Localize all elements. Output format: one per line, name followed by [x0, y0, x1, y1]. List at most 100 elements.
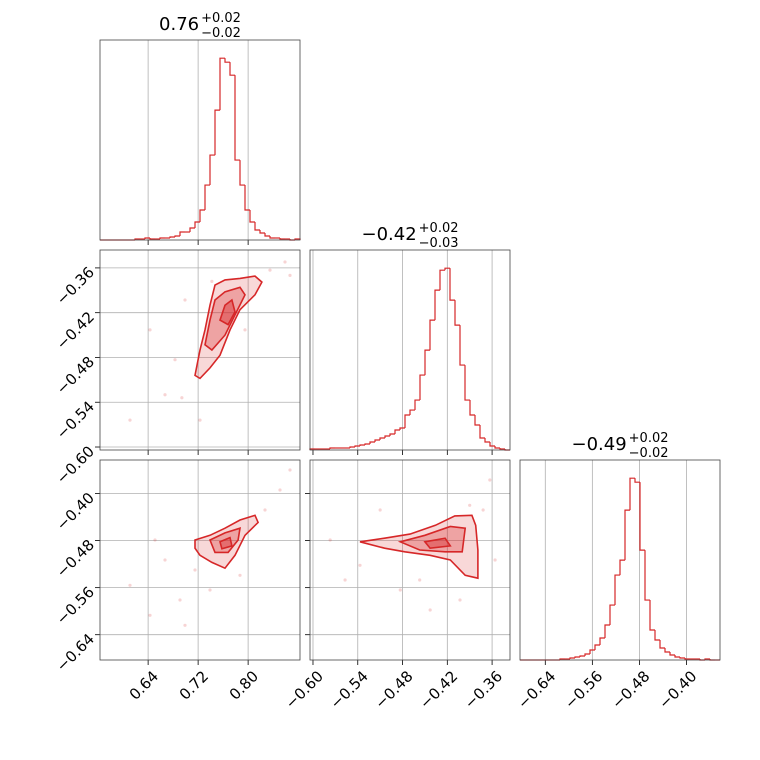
hist-step [429, 319, 435, 351]
hist-step [169, 236, 175, 239]
hist-step [594, 644, 600, 651]
sample-point [128, 583, 132, 587]
hist-step [659, 640, 665, 649]
sample-point [288, 468, 292, 472]
hist-step [419, 374, 425, 401]
panel-frame [99, 459, 301, 661]
hist-step [494, 446, 500, 449]
sample-point [428, 608, 432, 612]
hist-step [229, 62, 235, 76]
panel-frame [99, 39, 301, 241]
sample-point [163, 393, 167, 397]
sample-point [153, 538, 157, 542]
hist-step [599, 637, 605, 646]
hist-step [639, 482, 645, 551]
sample-point [398, 588, 402, 592]
sample-point [180, 396, 184, 400]
sample-point [148, 328, 152, 332]
sample-point [481, 508, 485, 512]
hist-step [449, 268, 455, 301]
hist-step [424, 349, 430, 376]
sample-point [183, 298, 187, 302]
hist-step [439, 269, 445, 291]
panel-frame [519, 459, 721, 661]
sample-point [263, 508, 267, 512]
hist-step [609, 604, 615, 626]
hist-step [664, 648, 670, 653]
x-tick-label: −0.36 [461, 667, 506, 712]
title-minus: −0.02 [629, 446, 669, 461]
hist-step [359, 444, 365, 447]
x-tick-label: −0.40 [655, 667, 700, 712]
panel: −0.42 +0.02−0.03 [309, 221, 511, 455]
hist-step [234, 75, 240, 161]
sample-point [208, 588, 212, 592]
sample-point [238, 573, 242, 577]
x-tick-label: −0.48 [608, 667, 653, 712]
hist-step [574, 656, 580, 659]
hist-step [269, 236, 275, 239]
y-tick-label: −0.42 [53, 308, 98, 353]
hist-step [469, 400, 475, 416]
contour [204, 286, 246, 352]
y-tick-label: −0.54 [53, 398, 98, 443]
hist-step [209, 154, 215, 186]
hist-step [589, 649, 595, 655]
sample-point [458, 598, 462, 602]
y-tick-label: −0.48 [53, 353, 98, 398]
hist-step [174, 235, 180, 238]
hist-step [239, 160, 245, 186]
y-tick-label: −0.48 [53, 536, 98, 581]
hist-step [674, 655, 680, 658]
hist-step [409, 409, 415, 416]
hist-step [669, 652, 675, 656]
sample-point [283, 260, 287, 264]
hist-step [179, 231, 185, 237]
y-tick-label: −0.60 [53, 442, 98, 487]
hist-step [629, 477, 635, 511]
hist-step [399, 427, 405, 431]
y-tick-label: −0.40 [53, 489, 98, 534]
hist-step [254, 222, 260, 231]
hist-step [579, 655, 585, 658]
x-tick-label: −0.64 [514, 667, 559, 712]
hist-step [404, 414, 410, 429]
panel: −0.60−0.54−0.48−0.42−0.36 [282, 459, 511, 713]
panel: 0.64 0.72 0.80 −0.64−0.56−0.48−0.40 [53, 459, 301, 704]
hist-step [264, 233, 270, 237]
x-tick-label: −0.42 [416, 667, 461, 712]
sample-point [268, 268, 272, 272]
hist-step [259, 230, 265, 234]
hist-step [204, 184, 210, 211]
hist-step [479, 425, 485, 439]
sample-point [128, 418, 132, 422]
title-plus: +0.02 [629, 431, 669, 446]
hist-step [459, 325, 465, 366]
sample-point [163, 558, 167, 562]
x-tick-label: 0.80 [226, 667, 262, 703]
hist-step [489, 442, 495, 447]
hist-step [584, 653, 590, 657]
sample-point [148, 613, 152, 617]
sample-point [493, 558, 497, 562]
sample-point [288, 273, 292, 277]
contour [219, 536, 233, 550]
hist-step [614, 574, 620, 606]
sample-point [183, 623, 187, 627]
hist-step [149, 238, 155, 240]
hist-step [159, 237, 165, 240]
title-minus: −0.02 [201, 26, 241, 41]
hist-step [144, 237, 150, 240]
title-median: −0.42 [361, 224, 416, 245]
y-tick-label: −0.56 [53, 583, 98, 628]
sample-point [328, 538, 332, 542]
x-tick-label: −0.60 [282, 667, 327, 712]
x-tick-label: 0.64 [126, 667, 162, 703]
sample-point [173, 358, 177, 362]
contour [194, 514, 260, 570]
hist-step [219, 57, 225, 111]
contour [359, 514, 479, 580]
hist-step [484, 438, 490, 443]
sample-point [198, 418, 202, 422]
